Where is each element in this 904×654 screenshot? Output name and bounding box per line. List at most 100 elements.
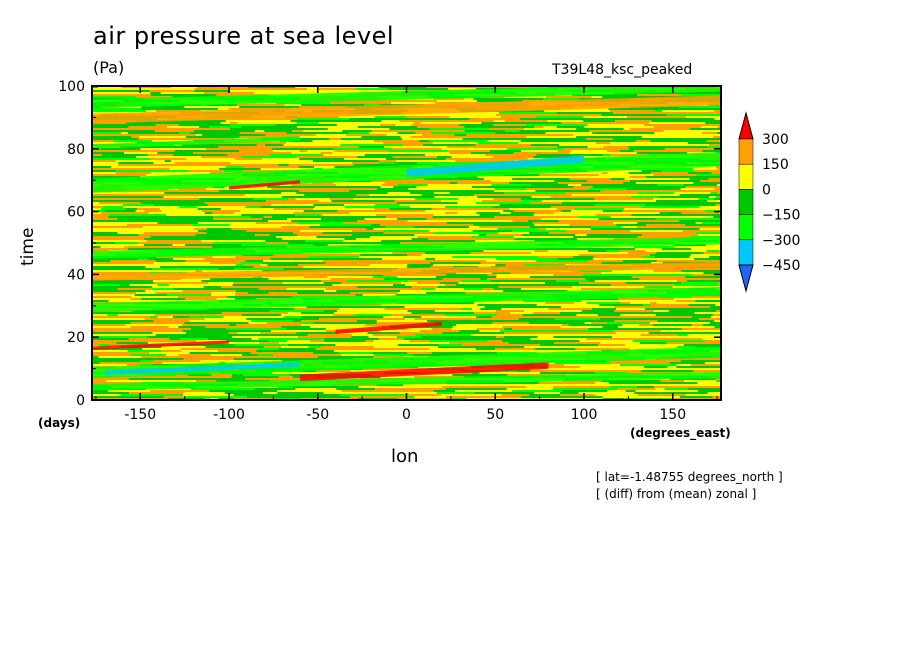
field-streak bbox=[156, 110, 201, 112]
field-streak bbox=[191, 266, 254, 268]
field-streak bbox=[561, 324, 569, 326]
field-streak bbox=[417, 236, 472, 238]
field-streak bbox=[471, 372, 480, 374]
field-streak bbox=[195, 134, 203, 136]
field-streak bbox=[561, 202, 603, 204]
field-streak bbox=[92, 260, 111, 262]
field-streak bbox=[178, 326, 206, 328]
field-streak bbox=[315, 196, 370, 198]
field-streak bbox=[307, 128, 328, 130]
field-streak bbox=[629, 176, 646, 178]
field-streak bbox=[386, 216, 433, 218]
field-streak bbox=[220, 208, 274, 210]
field-streak bbox=[475, 348, 486, 350]
field-streak bbox=[140, 202, 205, 204]
field-streak bbox=[152, 332, 186, 334]
field-streak bbox=[607, 172, 629, 174]
field-band bbox=[92, 371, 721, 391]
field-streak bbox=[545, 336, 554, 338]
field-streak bbox=[372, 276, 397, 278]
field-streak bbox=[445, 158, 465, 160]
field-streak bbox=[563, 364, 621, 366]
field-streak bbox=[585, 138, 613, 140]
field-streak bbox=[438, 260, 486, 262]
field-streak bbox=[688, 172, 712, 174]
field-streak bbox=[283, 282, 324, 284]
field-streak bbox=[437, 224, 474, 226]
field-streak bbox=[658, 318, 700, 320]
field-streak bbox=[267, 358, 279, 360]
field-streak bbox=[92, 268, 152, 270]
field-streak bbox=[401, 282, 418, 284]
field-streak bbox=[599, 318, 659, 320]
field-streak bbox=[188, 376, 232, 378]
field-streak bbox=[655, 252, 704, 254]
field-streak bbox=[155, 292, 167, 294]
field-streak bbox=[321, 346, 333, 348]
field-streak bbox=[431, 328, 452, 330]
field-streak bbox=[350, 220, 358, 222]
field-streak bbox=[136, 156, 176, 158]
field-streak bbox=[712, 396, 721, 398]
field-streak bbox=[599, 346, 644, 348]
field-streak bbox=[234, 212, 294, 214]
field-streak bbox=[700, 126, 718, 128]
field-streak bbox=[670, 378, 716, 380]
field-streak bbox=[447, 306, 485, 308]
field-streak bbox=[180, 338, 208, 340]
field-streak bbox=[223, 170, 243, 172]
field-streak bbox=[687, 334, 721, 336]
field-streak bbox=[696, 174, 721, 176]
field-streak bbox=[102, 154, 148, 156]
field-streak bbox=[256, 350, 295, 352]
field-streak bbox=[348, 132, 370, 134]
field-streak bbox=[588, 328, 652, 330]
field-streak bbox=[633, 136, 642, 138]
field-streak bbox=[246, 326, 282, 328]
field-streak bbox=[623, 182, 636, 184]
field-streak bbox=[672, 332, 688, 334]
field-streak bbox=[117, 288, 153, 290]
field-streak bbox=[374, 100, 402, 102]
field-streak bbox=[372, 190, 418, 192]
field-streak bbox=[100, 246, 125, 248]
field-streak bbox=[261, 262, 326, 264]
field-streak bbox=[609, 118, 658, 120]
field-streak bbox=[287, 256, 308, 258]
field-streak bbox=[307, 354, 318, 356]
field-streak bbox=[239, 150, 273, 152]
field-streak bbox=[272, 318, 320, 320]
field-streak bbox=[334, 350, 375, 352]
field-streak bbox=[435, 288, 448, 290]
field-streak bbox=[649, 254, 691, 256]
field-streak bbox=[171, 132, 180, 134]
field-streak bbox=[554, 342, 601, 344]
field-streak bbox=[601, 380, 614, 382]
field-streak bbox=[92, 132, 122, 134]
field-streak bbox=[400, 242, 423, 244]
field-streak bbox=[378, 338, 404, 340]
field-streak bbox=[225, 166, 244, 168]
field-streak bbox=[253, 198, 289, 200]
field-streak bbox=[609, 110, 655, 112]
field-band bbox=[92, 346, 721, 379]
field-streak bbox=[175, 228, 184, 230]
field-streak bbox=[459, 124, 493, 126]
field-streak bbox=[586, 302, 622, 304]
field-streak bbox=[534, 126, 544, 128]
field-streak bbox=[201, 240, 266, 242]
field-streak bbox=[708, 144, 715, 146]
field-streak bbox=[416, 186, 472, 188]
field-streak bbox=[110, 260, 156, 262]
field-streak bbox=[419, 180, 481, 182]
field-streak bbox=[214, 242, 267, 244]
field-streak bbox=[352, 162, 379, 164]
field-streak bbox=[569, 224, 617, 226]
colorbar-segment bbox=[738, 239, 754, 266]
field-streak bbox=[598, 218, 656, 220]
field-streak bbox=[274, 356, 318, 358]
field-streak bbox=[254, 130, 265, 132]
field-streak bbox=[651, 316, 692, 318]
